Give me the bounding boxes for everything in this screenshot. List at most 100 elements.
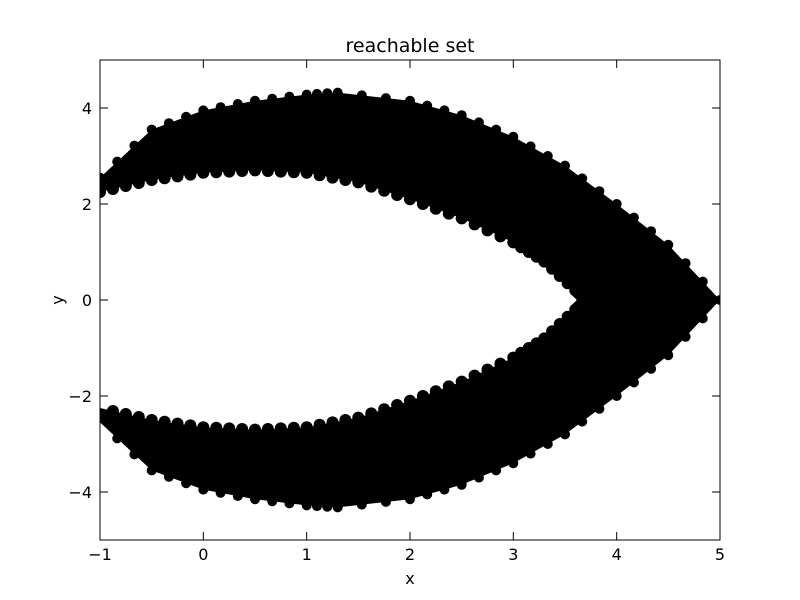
x-tick-label: 5 [715,545,725,564]
data-point [422,100,433,111]
reachable-set-region [100,87,720,513]
data-point [561,310,574,323]
data-point [301,89,312,100]
data-point [646,226,657,237]
data-point [569,303,582,316]
y-tick-label: 2 [82,195,92,214]
data-point [119,180,132,192]
data-point [456,110,467,121]
data-point [284,498,295,509]
data-point [391,189,404,201]
data-point [628,377,639,388]
data-point [267,93,278,104]
data-point [163,471,174,482]
data-point [439,105,450,116]
data-point [236,165,249,177]
data-point [422,489,433,500]
data-point [663,239,674,250]
data-point [378,184,391,197]
data-point [491,465,502,476]
data-point [146,124,157,135]
data-point [232,491,243,501]
data-point [352,411,365,424]
data-point [405,494,415,505]
x-tick-label: 4 [612,545,622,564]
data-point [326,171,339,184]
data-point [646,363,657,374]
data-point [525,141,536,152]
data-point [508,131,519,142]
data-point [380,496,391,507]
data-point [171,170,184,183]
x-tick-label: 2 [405,545,415,564]
data-point [405,95,415,106]
data-point [106,183,119,195]
y-tick-label: −2 [68,387,92,406]
data-point [313,169,326,182]
data-point [442,207,455,220]
data-point [339,174,352,186]
data-point [197,166,210,179]
data-point [456,479,467,490]
data-point [680,258,691,269]
data-point [560,429,570,440]
data-point [663,350,674,361]
x-tick-label: −1 [88,545,112,564]
data-point [481,224,494,237]
data-point [129,140,140,151]
x-tick-label: 3 [508,545,518,564]
data-point [680,331,691,342]
data-point [181,111,192,122]
data-point [494,357,507,370]
x-tick-label: 0 [198,545,208,564]
data-point [439,484,450,495]
data-point [249,423,261,436]
data-point [158,415,171,428]
data-point [184,419,197,432]
data-point [577,173,588,184]
chart-title: reachable set [346,35,475,57]
reachable-set-band [100,92,720,508]
data-point [455,212,468,225]
data-point [287,166,300,179]
data-point [215,102,226,113]
data-point [232,99,243,109]
data-point [611,391,622,401]
data-point [215,487,226,498]
data-point [223,422,236,435]
y-tick-label: 0 [82,291,92,310]
data-point [577,416,588,427]
data-point [301,500,312,511]
data-point [365,180,378,193]
data-point [697,313,708,324]
data-point [112,433,123,444]
data-point [158,172,171,185]
data-point [494,230,507,243]
data-point [163,118,174,129]
data-point [455,375,468,388]
data-point [553,318,566,330]
data-point [391,399,404,411]
data-point [106,405,119,417]
data-point [181,478,192,489]
data-point [416,198,429,210]
y-tick-label: −4 [68,483,92,502]
data-point [145,174,158,186]
data-point [542,151,553,161]
axis-ticks: −1 0 1 2 3 4 5 −4 −2 0 2 4 [68,60,725,564]
data-point [146,465,157,476]
data-point [507,351,520,364]
data-point [356,499,367,510]
data-point [352,176,365,189]
data-point [119,408,132,420]
data-point [250,95,260,106]
data-point [184,168,197,181]
data-point [274,165,287,178]
data-point [132,177,145,189]
data-point [491,124,502,135]
y-axis-label: y [48,295,67,304]
data-point [538,255,551,268]
data-point [481,363,494,376]
data-point [553,270,566,282]
data-point [365,407,378,420]
